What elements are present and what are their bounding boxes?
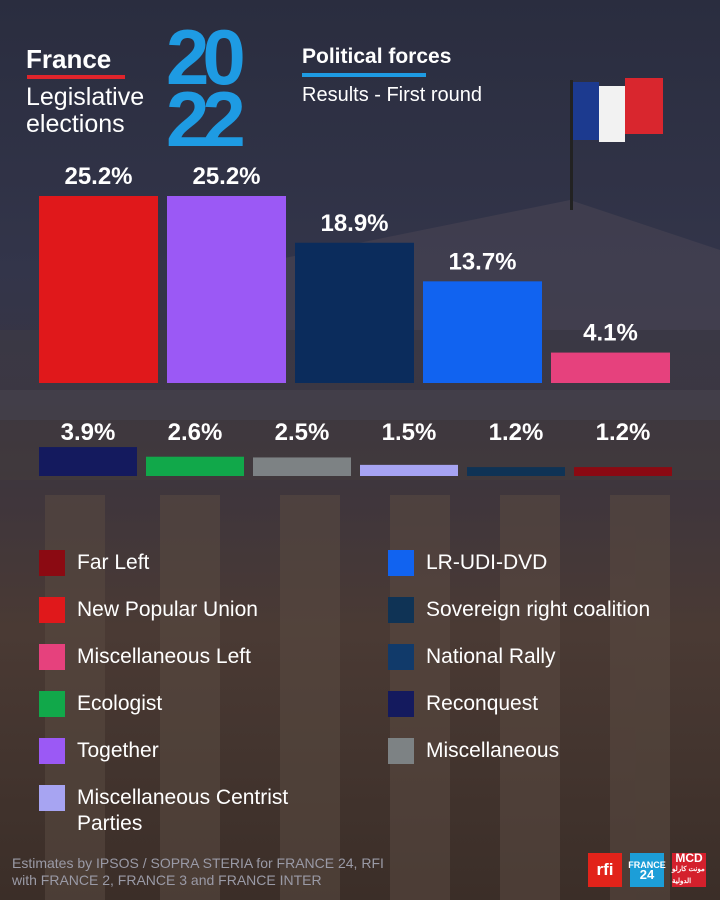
legend-left-item-4: Ecologist (39, 691, 347, 717)
legend-right-item-4: Reconquest (388, 691, 696, 717)
bar-label-row2-1: 3.9% (61, 419, 116, 446)
bar-label-row1-2: 25.2% (192, 163, 260, 190)
france24-logo: FRANCE 24 (628, 853, 666, 887)
section-subtitle: Results - First round (302, 84, 483, 106)
source-line-2: with FRANCE 2, FRANCE 3 and FRANCE INTER (12, 872, 322, 888)
bar-row1-2 (167, 196, 286, 383)
bar-label-row2-6: 1.2% (596, 419, 651, 446)
legend-right-item-3: National Rally (388, 644, 696, 670)
year-bottom: 22 (166, 75, 246, 163)
title-underline (27, 75, 125, 79)
bar-label-row1-5: 4.1% (583, 320, 638, 347)
flag-icon (570, 78, 663, 210)
legend-label: Together (77, 739, 159, 762)
legend-left-item-6: Miscellaneous Centrist Parties (39, 785, 347, 837)
election-subtitle: Legislative elections (26, 83, 145, 138)
legend-label: Miscellaneous Centrist Parties (77, 786, 289, 835)
bar-row1-4 (423, 281, 542, 383)
legend-label: National Rally (426, 645, 556, 668)
bar-row1-5 (551, 352, 670, 383)
legend-left-item-3: Miscellaneous Left (39, 644, 347, 670)
section-title: Political forces (302, 45, 452, 68)
legend-label: Reconquest (426, 692, 539, 715)
mcd-logo-text: MCD (675, 851, 703, 865)
legend-left-item-1: Far Left (39, 550, 347, 576)
legend-swatch (388, 738, 414, 764)
legend-label: Ecologist (77, 692, 163, 715)
bar-row2-3 (253, 457, 351, 476)
bar-row2-1 (39, 447, 137, 476)
legend-right-item-2: Sovereign right coalition (388, 597, 696, 623)
country-title: France (26, 44, 112, 74)
bar-row2-6 (574, 467, 672, 476)
legend-swatch (388, 691, 414, 717)
legend-swatch (388, 644, 414, 670)
bar-row2-2 (146, 456, 244, 476)
legend-label: LR-UDI-DVD (426, 551, 548, 574)
legend-label: Sovereign right coalition (426, 598, 651, 621)
legend-label: Far Left (77, 551, 150, 574)
legend-swatch (39, 644, 65, 670)
legend-swatch (39, 738, 65, 764)
legend-swatch (388, 597, 414, 623)
bar-label-row2-5: 1.2% (489, 419, 544, 446)
year-top: 20 (166, 13, 246, 101)
bar-row1-1 (39, 196, 158, 383)
mcd-logo: MCD مونت كارلو الدولية (672, 851, 706, 887)
section-underline (302, 73, 426, 77)
source-footnote: Estimates by IPSOS / SOPRA STERIA for FR… (12, 855, 572, 889)
results-bar-chart: 25.2% 25.2% 18.9% 13.7% 4.1% 3.9% 2.6% 2.5% 1.5%… (39, 163, 672, 476)
legend-right-item-1: LR-UDI-DVD (388, 550, 696, 576)
legend-left-item-2: New Popular Union (39, 597, 347, 623)
bar-label-row1-4: 13.7% (448, 248, 516, 275)
bar-label-row1-1: 25.2% (64, 163, 132, 190)
legend-label: Miscellaneous (426, 739, 560, 762)
bar-label-row2-3: 2.5% (275, 419, 330, 446)
bar-label-row2-4: 1.5% (382, 419, 437, 446)
legend-right-item-5: Miscellaneous (388, 738, 696, 764)
legend-left-item-5: Together (39, 738, 347, 764)
rfi-logo-text: rfi (596, 860, 614, 879)
source-line-1: Estimates by IPSOS / SOPRA STERIA for FR… (12, 855, 384, 871)
legend-swatch (39, 550, 65, 576)
mcd-logo-subtext: مونت كارلو الدولية (672, 866, 705, 885)
bar-row2-4 (360, 464, 458, 476)
rfi-logo: rfi (588, 853, 622, 887)
bar-row2-5 (467, 467, 565, 476)
legend-label: Miscellaneous Left (77, 645, 251, 668)
france24-logo-bottom: 24 (639, 867, 655, 882)
bar-label-row2-2: 2.6% (168, 419, 223, 446)
legend-swatch (39, 597, 65, 623)
legend-swatch (388, 550, 414, 576)
france24-logo-top: FRANCE (628, 860, 666, 870)
legend-label: New Popular Union (77, 598, 258, 621)
bar-label-row1-3: 18.9% (320, 210, 388, 237)
legend-swatch (39, 691, 65, 717)
bar-row1-3 (295, 242, 414, 383)
legend-swatch (39, 785, 65, 811)
